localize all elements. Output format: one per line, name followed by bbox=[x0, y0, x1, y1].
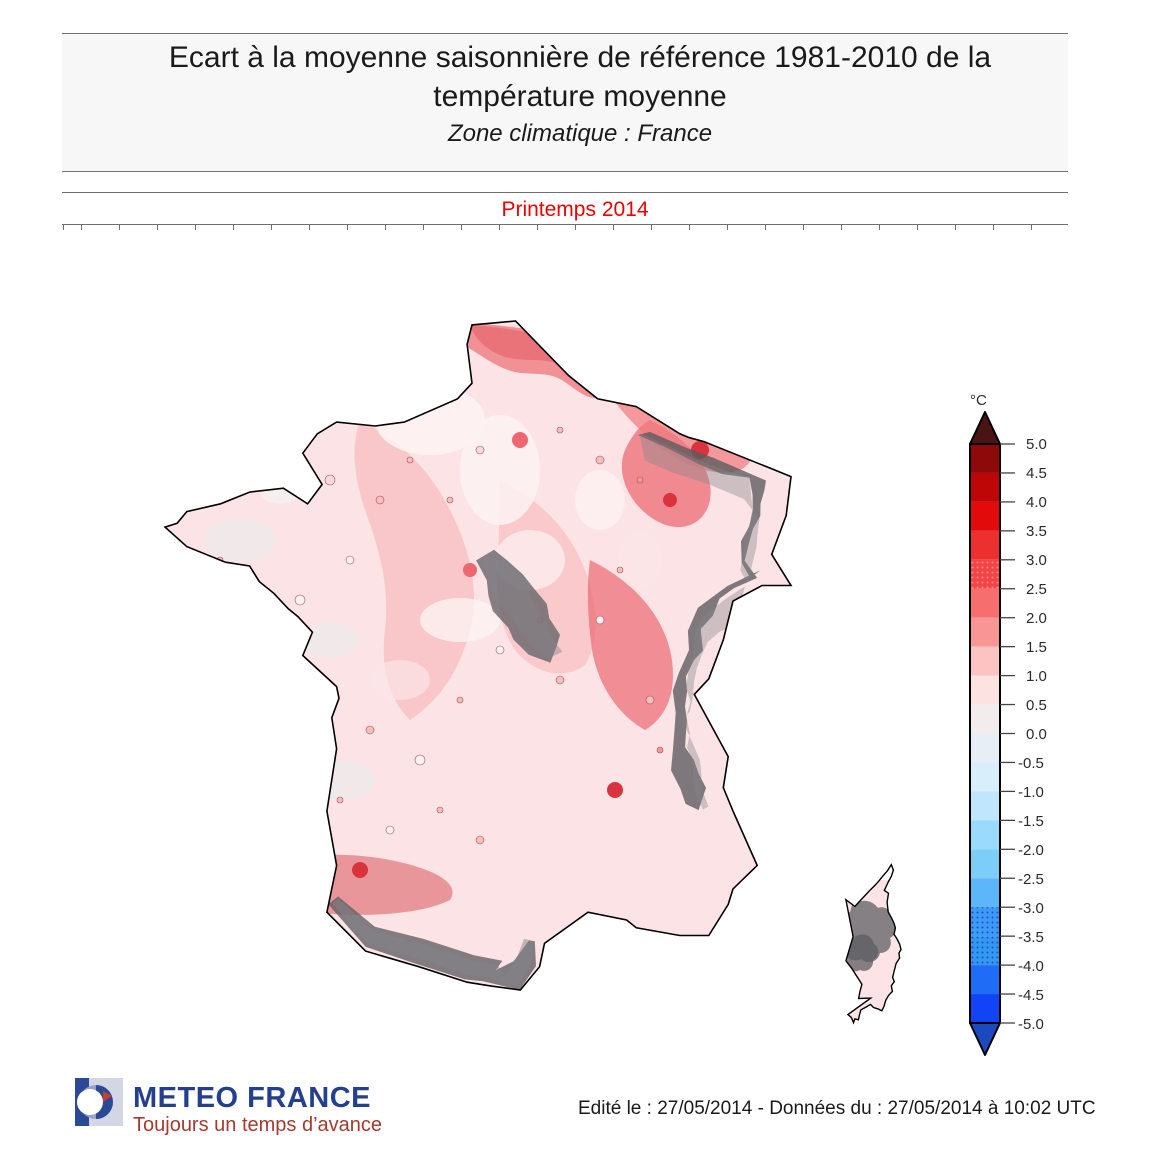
svg-text:-4.0: -4.0 bbox=[1018, 958, 1044, 975]
svg-text:-0.5: -0.5 bbox=[1018, 755, 1044, 772]
svg-text:2.0: 2.0 bbox=[1026, 610, 1047, 627]
svg-text:0.0: 0.0 bbox=[1026, 726, 1047, 743]
svg-text:3.0: 3.0 bbox=[1026, 552, 1047, 569]
svg-text:5.0: 5.0 bbox=[1026, 436, 1047, 453]
svg-text:-5.0: -5.0 bbox=[1018, 1016, 1044, 1033]
svg-text:-1.0: -1.0 bbox=[1018, 784, 1044, 801]
svg-text:-3.5: -3.5 bbox=[1018, 929, 1044, 946]
svg-text:-3.0: -3.0 bbox=[1018, 900, 1044, 917]
svg-text:-1.5: -1.5 bbox=[1018, 813, 1044, 830]
svg-text:4.0: 4.0 bbox=[1026, 494, 1047, 511]
svg-text:-2.5: -2.5 bbox=[1018, 871, 1044, 888]
svg-text:-4.5: -4.5 bbox=[1018, 987, 1044, 1004]
svg-text:-2.0: -2.0 bbox=[1018, 842, 1044, 859]
svg-text:0.5: 0.5 bbox=[1026, 697, 1047, 714]
svg-text:1.0: 1.0 bbox=[1026, 668, 1047, 685]
svg-text:2.5: 2.5 bbox=[1026, 581, 1047, 598]
svg-text:4.5: 4.5 bbox=[1026, 465, 1047, 482]
svg-text:1.5: 1.5 bbox=[1026, 639, 1047, 656]
svg-text:3.5: 3.5 bbox=[1026, 523, 1047, 540]
